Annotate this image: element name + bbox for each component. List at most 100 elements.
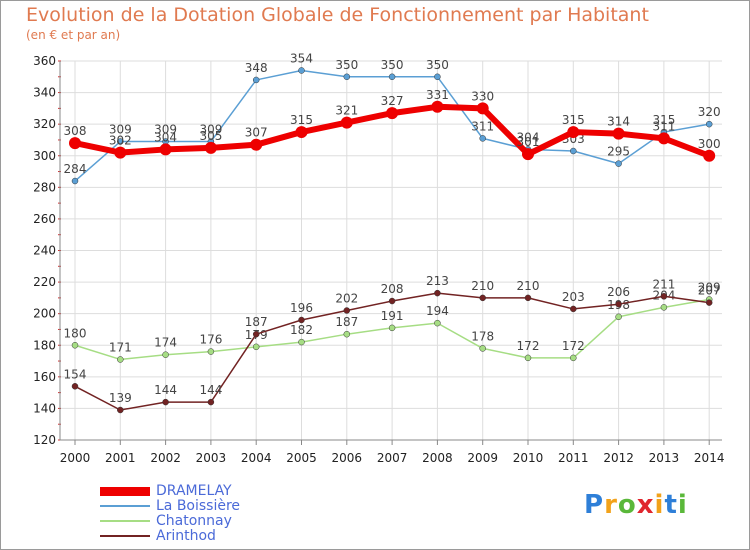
data-label-chatonnay: 171 — [109, 340, 132, 354]
x-tick-label: 2001 — [105, 451, 136, 465]
x-tick-label: 2011 — [558, 451, 589, 465]
data-point-arinthod — [207, 398, 215, 406]
data-point-arinthod — [615, 300, 622, 308]
chart-subtitle: (en € et par an) — [26, 28, 121, 42]
data-label-dramelay: 330 — [471, 89, 494, 103]
data-point-la-boissi-re — [434, 73, 441, 81]
data-label-dramelay: 311 — [652, 119, 675, 133]
y-tick-label: 300 — [33, 149, 56, 163]
data-point-la-boissi-re — [479, 135, 486, 142]
data-label-arinthod: 202 — [335, 292, 358, 306]
y-tick-label: 140 — [33, 401, 56, 415]
data-point-la-boissi-re — [388, 73, 396, 81]
chart-title: Evolution de la Dotation Globale de Fonc… — [26, 4, 649, 26]
data-point-arinthod — [479, 294, 486, 302]
data-label-chatonnay: 180 — [64, 326, 87, 340]
data-label-dramelay: 307 — [245, 126, 268, 140]
y-tick-label: 120 — [33, 433, 56, 447]
logo-letter: P — [584, 490, 605, 520]
data-point-arinthod — [705, 299, 713, 306]
y-tick-label: 320 — [33, 117, 56, 131]
data-label-chatonnay: 194 — [426, 304, 449, 318]
data-label-la-boissi-re: 348 — [245, 61, 268, 75]
y-tick-label: 160 — [33, 370, 56, 384]
y-tick-label: 340 — [33, 86, 56, 100]
data-label-chatonnay: 182 — [290, 323, 313, 337]
data-label-chatonnay: 209 — [698, 280, 721, 294]
legend-swatch — [100, 486, 150, 496]
y-tick-label: 260 — [33, 212, 56, 226]
data-point-arinthod — [388, 297, 396, 305]
data-label-dramelay: 305 — [199, 129, 222, 143]
data-label-chatonnay: 172 — [562, 339, 585, 353]
data-point-dramelay — [612, 127, 625, 140]
data-point-chatonnay — [252, 343, 260, 351]
data-point-arinthod — [343, 307, 351, 314]
data-point-dramelay — [522, 148, 534, 161]
data-point-la-boissi-re — [343, 73, 351, 81]
x-tick-label: 2002 — [150, 451, 181, 465]
logo-letter: o — [617, 490, 637, 520]
data-point-arinthod — [252, 330, 260, 338]
data-label-arinthod: 206 — [607, 285, 630, 299]
data-label-arinthod: 144 — [199, 383, 222, 397]
data-point-chatonnay — [615, 313, 622, 321]
data-label-arinthod: 208 — [381, 282, 404, 296]
data-point-arinthod — [660, 293, 668, 300]
data-point-chatonnay — [570, 354, 577, 362]
x-tick-label: 2005 — [286, 451, 317, 465]
x-tick-label: 2013 — [649, 451, 680, 465]
data-label-la-boissi-re: 309 — [154, 123, 177, 137]
data-label-la-boissi-re: 315 — [652, 113, 675, 127]
data-label-arinthod: 211 — [652, 277, 675, 291]
data-point-la-boissi-re — [570, 147, 577, 155]
data-point-dramelay — [476, 102, 489, 115]
data-label-arinthod: 210 — [471, 279, 494, 293]
x-tick-label: 2007 — [377, 451, 408, 465]
y-tick-label: 280 — [33, 180, 56, 194]
x-tick-label: 2012 — [603, 451, 634, 465]
data-label-la-boissi-re: 284 — [64, 162, 87, 176]
logo-letter: t — [664, 490, 678, 520]
data-point-dramelay — [431, 100, 444, 113]
data-point-dramelay — [114, 146, 127, 159]
data-label-chatonnay: 187 — [335, 315, 358, 329]
data-point-arinthod — [162, 398, 169, 406]
x-tick-label: 2004 — [241, 451, 272, 465]
data-point-dramelay — [295, 126, 308, 139]
data-point-chatonnay — [117, 356, 124, 363]
data-label-dramelay: 315 — [290, 113, 313, 127]
y-tick-label: 200 — [33, 307, 56, 321]
x-tick-label: 2000 — [60, 451, 91, 465]
data-point-dramelay — [386, 107, 399, 120]
data-label-arinthod: 213 — [426, 274, 449, 288]
data-label-arinthod: 196 — [290, 301, 313, 315]
data-label-chatonnay: 174 — [154, 336, 177, 350]
data-label-la-boissi-re: 304 — [517, 130, 540, 144]
logo-letter: i — [654, 490, 665, 520]
data-label-chatonnay: 176 — [199, 333, 222, 347]
data-label-la-boissi-re: 309 — [109, 123, 132, 137]
data-point-dramelay — [204, 141, 217, 154]
data-label-dramelay: 327 — [381, 94, 404, 108]
data-point-arinthod — [298, 316, 305, 324]
data-point-la-boissi-re — [705, 120, 713, 128]
data-point-arinthod — [570, 305, 577, 313]
data-point-chatonnay — [162, 351, 169, 358]
data-point-chatonnay — [343, 330, 351, 338]
data-point-dramelay — [657, 132, 670, 145]
legend-item-la-boissi-re: La Boissière — [100, 498, 400, 514]
data-point-dramelay — [159, 143, 172, 156]
data-point-arinthod — [117, 406, 124, 414]
data-point-la-boissi-re — [298, 67, 305, 74]
x-tick-label: 2014 — [694, 451, 725, 465]
data-point-chatonnay — [434, 319, 441, 327]
logo-letter: i — [677, 490, 688, 520]
y-tick-label: 220 — [33, 275, 56, 289]
data-label-la-boissi-re: 311 — [471, 119, 494, 133]
data-label-dramelay: 301 — [517, 135, 540, 149]
data-label-dramelay: 331 — [426, 88, 449, 102]
data-point-arinthod — [71, 383, 79, 390]
